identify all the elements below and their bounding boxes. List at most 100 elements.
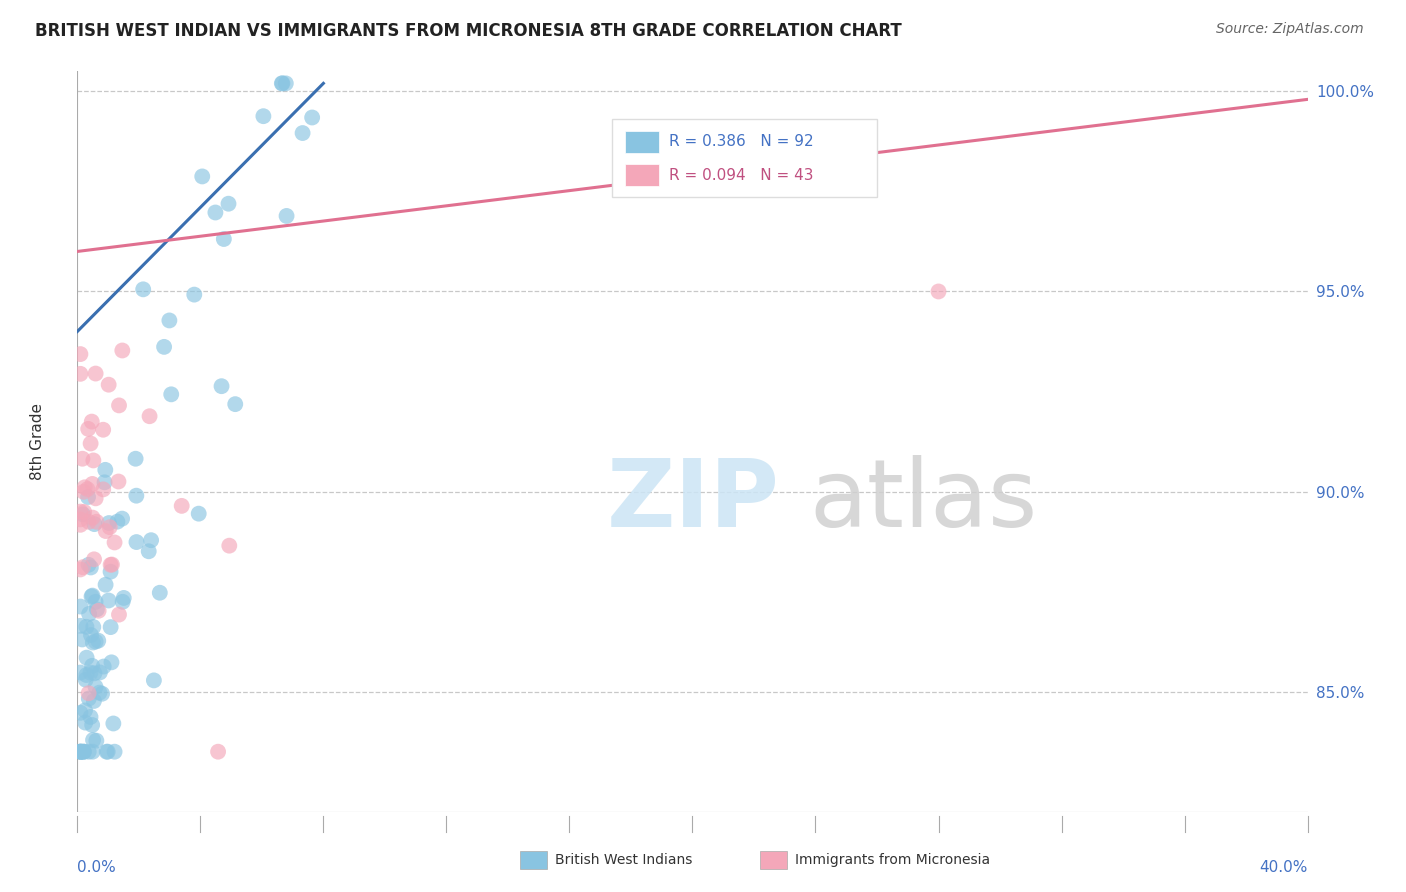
Text: BRITISH WEST INDIAN VS IMMIGRANTS FROM MICRONESIA 8TH GRADE CORRELATION CHART: BRITISH WEST INDIAN VS IMMIGRANTS FROM M… xyxy=(35,22,901,40)
Point xyxy=(93,475,115,490)
Point xyxy=(252,109,274,123)
Point xyxy=(138,409,160,424)
Point xyxy=(100,656,122,670)
Bar xyxy=(624,164,659,186)
Point xyxy=(108,398,131,412)
Point xyxy=(75,715,97,730)
Point xyxy=(80,590,103,604)
Point xyxy=(75,673,97,687)
Point xyxy=(84,634,107,648)
Bar xyxy=(761,851,787,869)
Point xyxy=(84,680,107,694)
Point xyxy=(124,451,146,466)
Point xyxy=(291,126,314,140)
Point xyxy=(83,517,105,532)
Point xyxy=(84,367,107,381)
Point xyxy=(224,397,246,411)
Point xyxy=(73,745,96,759)
Point xyxy=(204,205,226,219)
Point xyxy=(111,343,134,358)
Text: Immigrants from Micronesia: Immigrants from Micronesia xyxy=(794,853,990,867)
Point xyxy=(132,282,155,296)
Point xyxy=(301,111,323,125)
Point xyxy=(125,489,148,503)
Point xyxy=(69,745,91,759)
Point xyxy=(69,745,91,759)
Point xyxy=(94,463,117,477)
Bar xyxy=(520,851,547,869)
Point xyxy=(187,507,209,521)
Point xyxy=(82,589,104,603)
Point xyxy=(83,552,105,566)
Point xyxy=(207,745,229,759)
Point xyxy=(218,196,240,211)
Point xyxy=(211,379,233,393)
Point xyxy=(91,423,114,437)
Point xyxy=(82,745,104,759)
Point xyxy=(69,512,91,526)
Point xyxy=(82,733,104,747)
Point xyxy=(69,517,91,532)
Point xyxy=(69,599,91,614)
Point xyxy=(153,340,176,354)
Point xyxy=(191,169,214,184)
Point xyxy=(89,665,111,680)
Point xyxy=(93,659,115,673)
Point xyxy=(83,666,105,681)
Point xyxy=(79,436,101,450)
Point xyxy=(84,595,107,609)
FancyBboxPatch shape xyxy=(613,120,877,197)
Point xyxy=(73,745,96,759)
Point xyxy=(82,477,104,491)
Point xyxy=(69,347,91,361)
Point xyxy=(138,544,160,558)
Text: atlas: atlas xyxy=(810,455,1038,547)
Point xyxy=(87,604,110,618)
Point xyxy=(274,76,297,90)
Point xyxy=(86,733,108,747)
Point xyxy=(73,703,96,717)
Text: ZIP: ZIP xyxy=(606,455,779,547)
Point xyxy=(76,650,98,665)
Point xyxy=(82,718,104,732)
Point xyxy=(69,367,91,381)
Point xyxy=(218,539,240,553)
Point xyxy=(97,377,120,392)
Point xyxy=(98,520,121,534)
Point xyxy=(103,745,125,759)
Point xyxy=(72,560,94,574)
Point xyxy=(69,505,91,519)
Point xyxy=(1389,277,1406,291)
Point xyxy=(69,745,91,759)
Point xyxy=(111,511,134,525)
Point xyxy=(271,76,294,90)
Point xyxy=(87,633,110,648)
Point xyxy=(89,686,111,700)
Point xyxy=(75,620,97,634)
Point xyxy=(270,76,292,90)
Point xyxy=(72,451,94,466)
Point xyxy=(84,491,107,506)
Point xyxy=(79,665,101,680)
Point xyxy=(86,602,108,616)
Point xyxy=(77,558,100,572)
Point xyxy=(157,313,180,327)
Point xyxy=(170,499,193,513)
Point xyxy=(94,524,117,538)
Point xyxy=(70,745,93,759)
Point xyxy=(82,635,104,649)
Point xyxy=(105,515,128,529)
Bar xyxy=(624,130,659,153)
Point xyxy=(82,658,104,673)
Point xyxy=(82,620,104,634)
Point xyxy=(160,387,183,401)
Point xyxy=(77,490,100,504)
Point xyxy=(70,632,93,647)
Point xyxy=(69,619,91,633)
Point xyxy=(69,665,91,680)
Point xyxy=(69,745,91,759)
Text: 8th Grade: 8th Grade xyxy=(31,403,45,480)
Point xyxy=(276,209,298,223)
Text: British West Indians: British West Indians xyxy=(555,853,692,867)
Point xyxy=(212,232,235,246)
